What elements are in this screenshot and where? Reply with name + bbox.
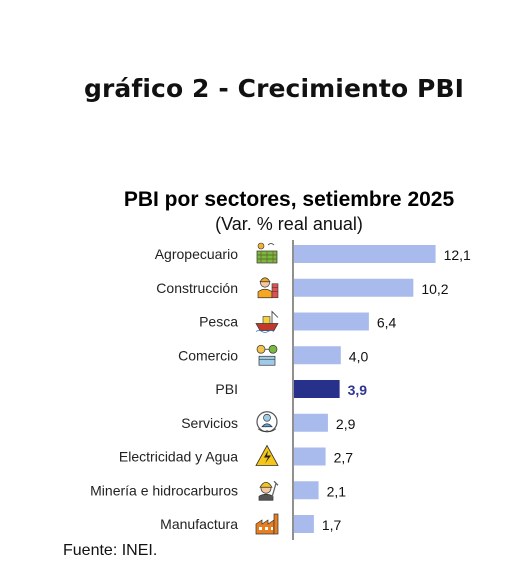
factory-icon (255, 513, 279, 535)
data-label: 2,7 (334, 450, 354, 466)
category-label: Construcción (156, 280, 238, 296)
data-label: 1,7 (322, 517, 342, 533)
page-title: gráfico 2 - Crecimiento PBI (84, 74, 465, 103)
farm-icon (256, 242, 278, 264)
bar (294, 380, 340, 398)
category-label: Agropecuario (155, 246, 238, 262)
bar (294, 346, 341, 365)
category-label: Servicios (181, 415, 238, 431)
data-label: 2,1 (327, 483, 347, 499)
bar (294, 278, 414, 297)
chart-title: PBI por sectores, setiembre 2025 (123, 188, 455, 211)
construction-worker-icon (257, 277, 279, 299)
bar (294, 481, 319, 500)
bar (294, 515, 314, 533)
services-icon (256, 411, 278, 433)
miner-icon (258, 480, 279, 501)
source-note: Fuente: INEI. (63, 542, 158, 559)
category-label: Minería e hidrocarburos (90, 482, 238, 498)
data-label: 3,9 (348, 382, 368, 398)
bar (294, 312, 369, 331)
data-label: 12,1 (444, 247, 471, 263)
data-label: 6,4 (377, 315, 397, 331)
category-label: PBI (215, 381, 238, 397)
electricity-icon (255, 444, 279, 466)
bar (294, 413, 328, 432)
bar (294, 447, 326, 466)
data-label: 2,9 (336, 416, 356, 432)
category-label: Pesca (199, 314, 238, 330)
fishing-boat-icon (255, 310, 279, 333)
bar (294, 245, 436, 263)
category-label: Manufactura (160, 516, 238, 532)
commerce-icon (256, 344, 278, 366)
chart-subtitle: (Var. % real anual) (215, 214, 363, 234)
data-label: 10,2 (421, 281, 448, 297)
data-label: 4,0 (349, 348, 369, 364)
category-label: Comercio (178, 347, 238, 363)
category-label: Electricidad y Agua (119, 449, 238, 465)
